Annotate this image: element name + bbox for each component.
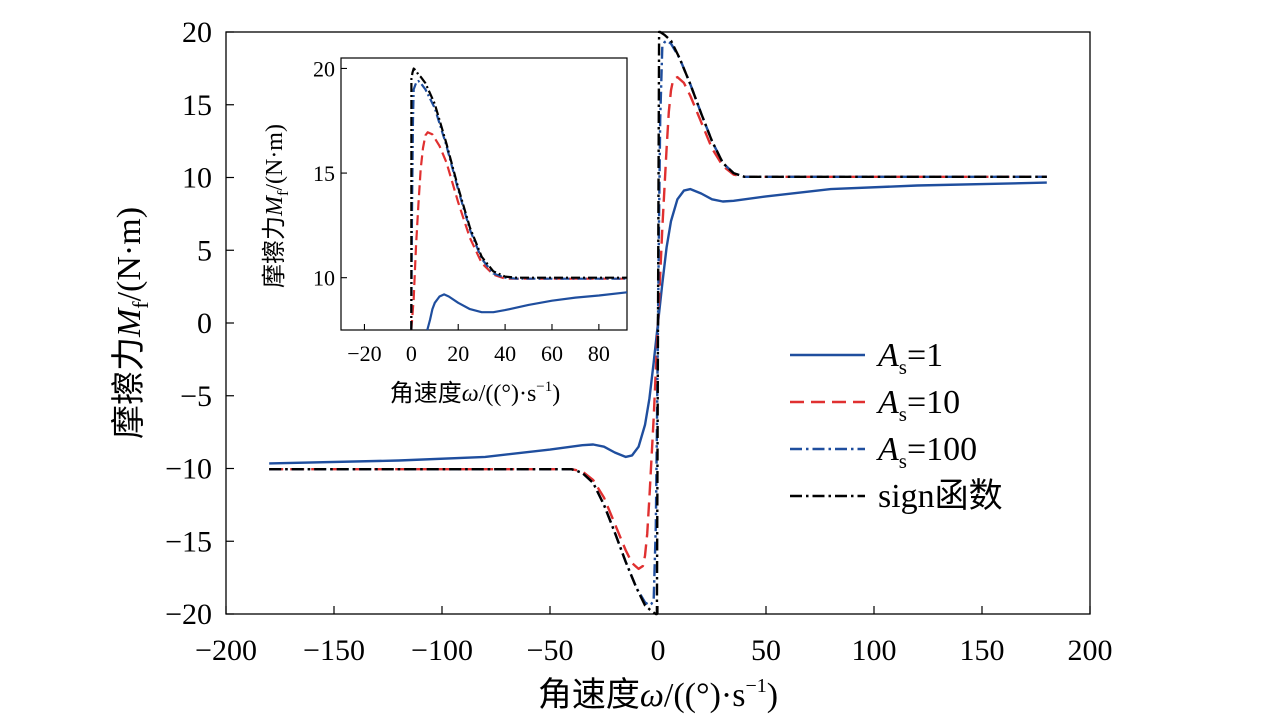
inset-y-tick-label: 10	[313, 266, 335, 291]
main-x-tick-label: 200	[1068, 634, 1113, 667]
main-x-tick-label: −200	[195, 634, 257, 667]
inset-x-tick-label: 20	[447, 341, 469, 366]
main-x-tick-label: 0	[651, 634, 666, 667]
main-x-tick-label: −50	[527, 634, 574, 667]
main-x-tick-label: −100	[411, 634, 473, 667]
legend-label-0: As=1	[876, 337, 943, 379]
main-y-tick-label: 0	[197, 307, 212, 340]
inset-y-tick-label: 15	[313, 161, 335, 186]
main-y-tick-label: 5	[197, 234, 212, 267]
main-y-tick-label: 15	[182, 89, 212, 122]
inset-x-tick-label: 80	[588, 341, 610, 366]
inset-series-line-2	[410, 79, 627, 331]
inset-y-axis-label: 摩擦力Mf/(N·m)	[261, 124, 292, 288]
main-series-line-3	[269, 30, 1047, 616]
main-x-tick-label: 150	[960, 634, 1005, 667]
inset-axis-ticks: −20 0 20 40 60 80 10 15 20	[313, 56, 610, 366]
inset-curves	[410, 67, 628, 331]
inset-x-axis-label: 角速度ω/((°)·s−1)	[390, 379, 561, 407]
legend-label-3: sign函数	[878, 477, 1003, 515]
main-y-tick-label: −15	[165, 525, 212, 558]
legend-label-2: As=100	[876, 431, 977, 473]
inset-series-line-3	[410, 67, 627, 331]
main-curves	[269, 30, 1047, 616]
inset-plot-frame	[340, 57, 628, 331]
legend-label-1: As=10	[876, 384, 960, 426]
legend: As=1 As=10 As=100 sign函数	[790, 337, 1003, 515]
inset-x-tick-label: 60	[541, 341, 563, 366]
inset-x-tick-label: 40	[494, 341, 516, 366]
main-axis-ticks: −200 −150 −100 −50 0 50 100 150 200−20−15−10−505…	[165, 16, 1112, 667]
inset-x-tick-label: −20	[347, 341, 381, 366]
inset-y-tick-label: 20	[313, 56, 335, 81]
main-y-tick-label: −5	[180, 380, 212, 413]
main-x-tick-label: −150	[303, 634, 365, 667]
main-x-axis-label: 角速度ω/((°)·s−1)	[538, 675, 778, 714]
inset-background	[341, 58, 627, 330]
main-y-tick-label: −20	[165, 598, 212, 631]
inset-x-tick-label: 0	[406, 341, 417, 366]
main-y-tick-label: 20	[182, 16, 212, 49]
inset-series-line-0	[426, 291, 628, 331]
main-y-tick-label: −10	[165, 453, 212, 486]
main-y-axis-label: 摩擦力Mf/(N·m)	[110, 207, 153, 439]
main-y-tick-label: 10	[182, 162, 212, 195]
main-x-tick-label: 100	[852, 634, 897, 667]
main-x-tick-label: 50	[751, 634, 781, 667]
